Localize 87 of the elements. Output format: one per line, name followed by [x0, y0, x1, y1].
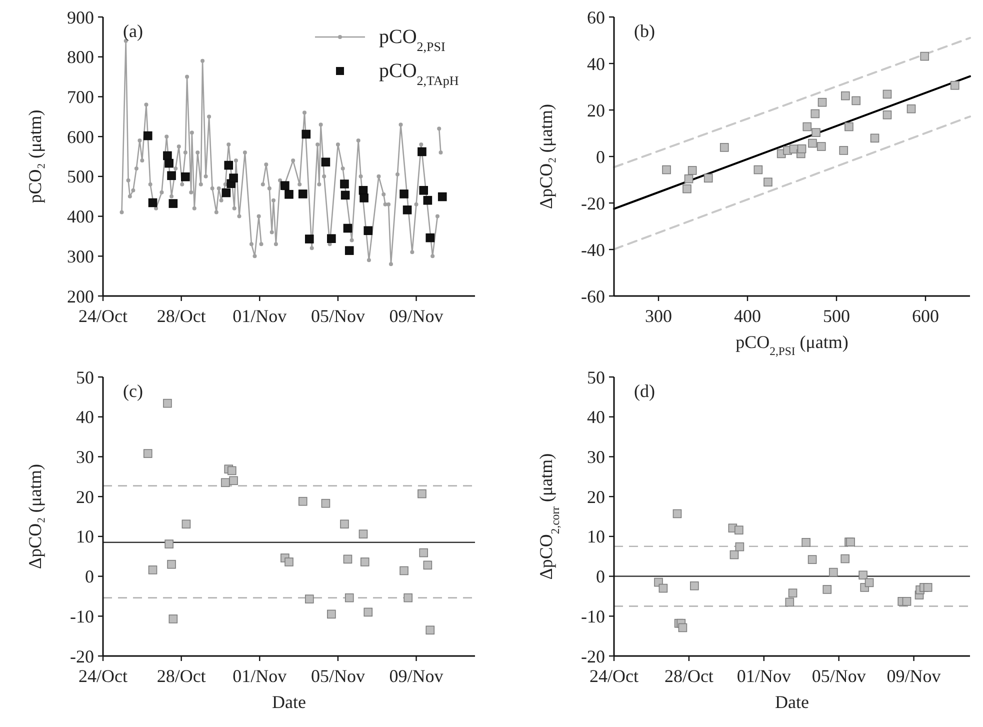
y-tick-label: 50: [587, 367, 605, 388]
y-tick-label: -40: [581, 240, 605, 260]
x-tick-label: 24/Oct: [78, 666, 128, 686]
x-axis-title: Date: [775, 692, 809, 712]
y-tick-label: -20: [581, 193, 605, 214]
x-tick-label: 300: [645, 306, 672, 326]
x-tick-label: 28/Oct: [156, 306, 206, 326]
y-tick-label: 60: [587, 7, 605, 28]
legend-label: pCO$_{2,TApH}$: [379, 60, 459, 88]
annotation: (c): [123, 381, 143, 401]
x-tick-label: 05/Nov: [812, 666, 866, 686]
point: [852, 96, 860, 106]
y-tick-label: 30: [76, 447, 94, 468]
y-tick-label: 30: [587, 447, 605, 468]
x-tick-label: 01/Nov: [232, 666, 287, 686]
point: [870, 134, 880, 143]
y-tick-label: -20: [70, 646, 94, 666]
y-tick-label: 0: [596, 146, 605, 167]
point: [720, 143, 729, 152]
y-tick-label: 700: [67, 87, 94, 108]
point: [764, 178, 772, 186]
point: [841, 91, 850, 100]
x-tick-label: 28/Oct: [664, 666, 714, 686]
point: [704, 174, 713, 183]
point: [688, 166, 697, 175]
y-tick-label: 400: [67, 206, 94, 227]
y-axis-title: ΔpCO₂ (μatm): [25, 464, 45, 569]
x-tick-label: 24/Oct: [590, 666, 638, 686]
point: [754, 165, 763, 174]
point: [797, 144, 806, 154]
point: [906, 104, 916, 114]
y-tick-label: 300: [67, 246, 94, 266]
y-tick-label: 500: [67, 166, 94, 187]
x-tick-label: 01/Nov: [736, 666, 791, 686]
x-tick-label: 400: [734, 306, 761, 326]
point: [812, 128, 820, 137]
y-tick-label: 40: [587, 54, 605, 74]
x-tick-label: 09/Nov: [389, 666, 444, 686]
y-tick-label: -10: [70, 606, 94, 626]
y-tick-label: 900: [67, 7, 94, 28]
y-tick-label: 600: [67, 126, 94, 147]
y-tick-label: 10: [587, 526, 605, 547]
annotation: (d): [634, 381, 655, 401]
y-tick-label: 20: [587, 100, 605, 120]
annotation: (a): [123, 21, 143, 41]
legend-label: pCO$_{2,PSI}$: [379, 26, 446, 54]
point: [950, 80, 960, 90]
y-tick-label: 0: [596, 566, 605, 587]
point: [844, 122, 854, 132]
x-tick-label: 05/Nov: [310, 666, 365, 686]
point: [662, 165, 671, 174]
x-axis-title: pCO$_{2,PSI}$ (μatm): [736, 332, 848, 358]
point: [920, 52, 930, 61]
point: [882, 110, 892, 120]
point: [808, 138, 817, 148]
x-tick-label: 600: [912, 306, 939, 326]
y-tick-label: 800: [67, 47, 94, 68]
y-tick-label: 20: [587, 486, 605, 507]
y-tick-label: 10: [76, 526, 94, 547]
annotation: (b): [634, 21, 655, 41]
point: [818, 98, 827, 107]
y-tick-label: 40: [587, 407, 605, 428]
x-tick-label: 05/Nov: [310, 306, 365, 326]
point: [882, 90, 892, 99]
point: [810, 109, 820, 118]
y-tick-label: -10: [581, 606, 605, 626]
y-tick-label: 200: [67, 286, 94, 306]
y-tick-label: 50: [76, 367, 94, 388]
point: [682, 184, 692, 194]
x-tick-label: 09/Nov: [389, 306, 444, 326]
x-tick-label: 500: [823, 306, 850, 326]
y-tick-label: 40: [76, 407, 94, 428]
point: [802, 122, 812, 132]
y-axis-title: pCO₂ (μatm): [25, 110, 45, 204]
x-axis-title: Date: [272, 692, 306, 712]
y-tick-label: -60: [581, 286, 605, 306]
point: [684, 174, 694, 184]
point: [816, 142, 826, 151]
y-axis-title: ΔpCO₂ (μatm): [536, 104, 556, 209]
y-tick-label: 20: [76, 486, 94, 507]
x-tick-label: 01/Nov: [232, 306, 287, 326]
x-tick-label: 24/Oct: [78, 306, 128, 326]
x-tick-label: 09/Nov: [886, 666, 941, 686]
point: [839, 146, 848, 155]
x-tick-label: 28/Oct: [156, 666, 206, 686]
y-tick-label: 0: [85, 566, 94, 587]
y-tick-label: -20: [581, 646, 605, 666]
